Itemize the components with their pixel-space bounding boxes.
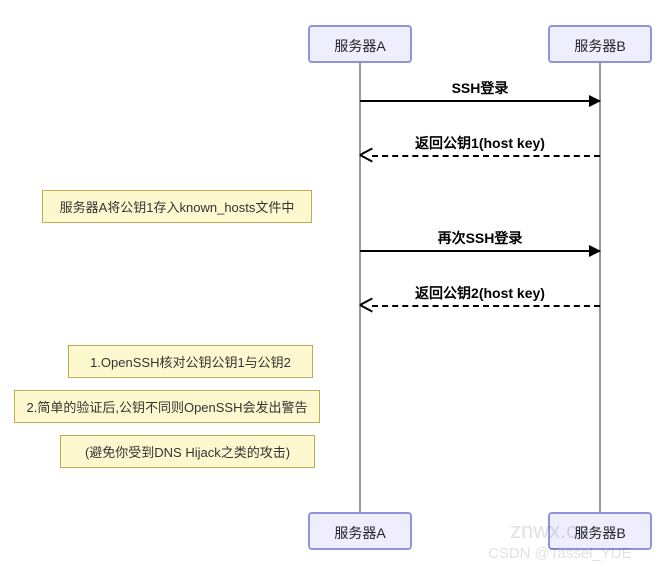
note-box: (避免你受到DNS Hijack之类的攻击) bbox=[60, 435, 315, 468]
participant-box: 服务器B bbox=[548, 25, 652, 63]
message-arrow-dashed bbox=[372, 305, 600, 307]
note-box: 2.简单的验证后,公钥不同则OpenSSH会发出警告 bbox=[14, 390, 320, 423]
message-label: 返回公钥1(host key) bbox=[360, 133, 600, 153]
message-label: SSH登录 bbox=[360, 78, 600, 98]
participant-label: 服务器A bbox=[334, 38, 385, 54]
message-arrow-solid bbox=[360, 250, 600, 252]
message-arrow-solid bbox=[360, 100, 600, 102]
message-label: 再次SSH登录 bbox=[360, 228, 600, 248]
participant-label: 服务器A bbox=[334, 525, 385, 541]
message-label: 返回公钥2(host key) bbox=[360, 283, 600, 303]
participant-box: 服务器B bbox=[548, 512, 652, 550]
note-box: 服务器A将公钥1存入known_hosts文件中 bbox=[42, 190, 312, 223]
participant-label: 服务器B bbox=[574, 38, 625, 54]
participant-label: 服务器B bbox=[574, 525, 625, 541]
arrowhead bbox=[360, 299, 372, 311]
participant-box: 服务器A bbox=[308, 25, 412, 63]
message-arrow-dashed bbox=[372, 155, 600, 157]
participant-box: 服务器A bbox=[308, 512, 412, 550]
arrowhead bbox=[360, 149, 372, 161]
note-box: 1.OpenSSH核对公钥公钥1与公钥2 bbox=[68, 345, 313, 378]
